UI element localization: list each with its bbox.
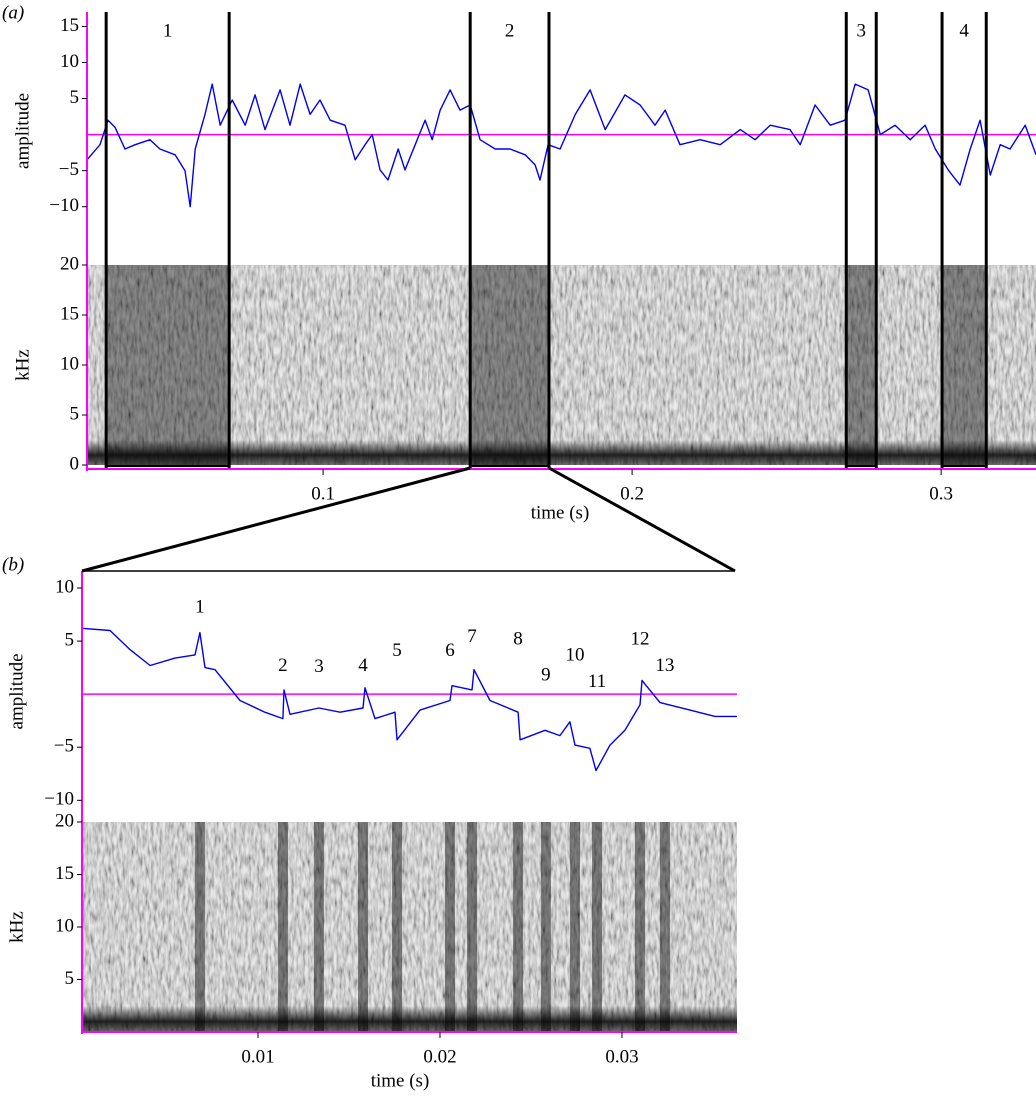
y-axis-label: amplitude bbox=[6, 654, 27, 730]
y-tick-label: 10 bbox=[60, 51, 79, 72]
y-tick-label: 15 bbox=[60, 15, 79, 36]
x-tick-label: 0.3 bbox=[929, 483, 953, 504]
spectrogram-band bbox=[540, 822, 551, 1032]
spectrogram-band bbox=[942, 265, 987, 465]
y-tick-label: −10 bbox=[44, 789, 74, 810]
x-axis-label: time (s) bbox=[531, 502, 590, 523]
spectrogram-band bbox=[467, 822, 478, 1032]
spectrogram-texture bbox=[82, 822, 737, 1032]
spectrogram-band bbox=[194, 822, 205, 1032]
click-label: 5 bbox=[392, 640, 402, 661]
spectrogram-band bbox=[392, 822, 403, 1032]
x-tick-label: 0.1 bbox=[311, 483, 335, 504]
spectrogram-band bbox=[592, 822, 603, 1032]
click-label: 11 bbox=[588, 671, 606, 692]
y-tick-label: 10 bbox=[55, 576, 74, 597]
y-tick-label: 10 bbox=[60, 353, 79, 374]
segment-label: 3 bbox=[856, 20, 866, 41]
y-tick-label: 0 bbox=[70, 453, 80, 474]
y-axis-label: kHz bbox=[12, 349, 33, 381]
y-tick-label: 20 bbox=[60, 253, 79, 274]
y-tick-label: −5 bbox=[54, 736, 74, 757]
y-axis-label: amplitude bbox=[12, 93, 33, 169]
spectrogram-band bbox=[634, 822, 645, 1032]
y-axis-label: kHz bbox=[6, 911, 27, 943]
segment-label: 1 bbox=[163, 20, 173, 41]
x-axis-label: time (s) bbox=[371, 1070, 430, 1091]
spectrogram-band bbox=[444, 822, 455, 1032]
x-tick-label: 0.02 bbox=[423, 1046, 456, 1067]
panel-label: (b) bbox=[2, 554, 24, 575]
spectrogram-band bbox=[106, 265, 230, 465]
spectrogram-band bbox=[277, 822, 288, 1032]
click-label: 10 bbox=[566, 644, 585, 665]
y-tick-label: 15 bbox=[60, 303, 79, 324]
click-label: 3 bbox=[314, 656, 324, 677]
waveform bbox=[81, 627, 737, 772]
spectrogram-floor bbox=[87, 440, 1036, 465]
spectrogram-texture bbox=[87, 265, 1036, 465]
y-tick-label: −5 bbox=[59, 159, 79, 180]
zoom-line bbox=[548, 466, 736, 573]
click-label: 8 bbox=[513, 628, 523, 649]
y-tick-label: 5 bbox=[65, 629, 75, 650]
spectrogram-band bbox=[513, 822, 524, 1032]
waveform bbox=[86, 83, 1036, 208]
spectrogram-band bbox=[313, 822, 324, 1032]
spectrogram-band bbox=[470, 265, 549, 465]
y-tick-label: −10 bbox=[49, 195, 79, 216]
zoom-line bbox=[81, 466, 471, 573]
segment-label: 2 bbox=[505, 20, 515, 41]
click-label: 7 bbox=[467, 626, 477, 647]
spectrogram-band bbox=[659, 822, 670, 1032]
click-label: 13 bbox=[655, 655, 674, 676]
click-label: 2 bbox=[278, 655, 288, 676]
click-label: 4 bbox=[358, 655, 368, 676]
spectrogram-band bbox=[358, 822, 369, 1032]
x-tick-label: 0.03 bbox=[605, 1046, 638, 1067]
y-tick-label: 5 bbox=[65, 968, 75, 989]
segment-label: 4 bbox=[959, 20, 969, 41]
y-tick-label: 10 bbox=[55, 915, 74, 936]
click-label: 12 bbox=[630, 628, 649, 649]
click-label: 6 bbox=[445, 640, 455, 661]
spectrogram-band bbox=[570, 822, 581, 1032]
y-tick-label: 5 bbox=[70, 403, 80, 424]
y-tick-label: 20 bbox=[55, 810, 74, 831]
spectrogram-band bbox=[846, 265, 877, 465]
spectrogram-floor bbox=[82, 1005, 737, 1032]
y-tick-label: 15 bbox=[55, 863, 74, 884]
x-tick-label: 0.01 bbox=[241, 1046, 274, 1067]
click-label: 1 bbox=[195, 597, 205, 618]
click-label: 9 bbox=[541, 664, 551, 685]
x-tick-label: 0.2 bbox=[620, 483, 644, 504]
panel-label: (a) bbox=[2, 2, 24, 23]
y-tick-label: 5 bbox=[70, 87, 80, 108]
